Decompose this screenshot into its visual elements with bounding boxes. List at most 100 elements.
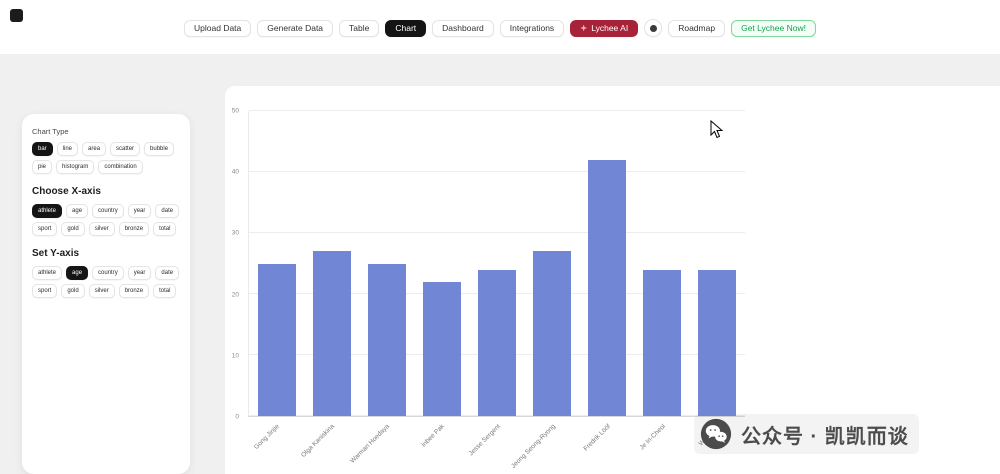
y-field-sport[interactable]: sport: [32, 284, 58, 298]
chart-type-label: Chart Type: [32, 127, 69, 136]
bar-Je In-Cheol[interactable]: [643, 269, 682, 416]
bar-Olga Kaniskina[interactable]: [312, 251, 351, 416]
y-field-date[interactable]: date: [155, 266, 180, 280]
chart-type-options: bar line area scatter bubble pie histogram comb…: [32, 142, 180, 174]
y-axis-heading: Set Y-axis: [32, 248, 80, 259]
chart-type-combination[interactable]: combination: [98, 160, 143, 174]
app-logo: [10, 9, 23, 22]
wechat-icon: [700, 418, 732, 450]
y-field-year[interactable]: year: [127, 266, 152, 280]
generate-data-button[interactable]: Generate Data: [257, 19, 334, 37]
get-lychee-label: Get Lychee Now!: [741, 23, 806, 33]
x-axis-heading: Choose X-axis: [32, 186, 101, 197]
bar-Inbee Pak[interactable]: [422, 281, 461, 416]
x-tick-label: Inbee Pak: [420, 423, 447, 449]
chart-type-scatter[interactable]: scatter: [110, 142, 141, 156]
plot-area: [248, 110, 745, 417]
top-header: Upload Data Generate Data Table Chart Dashbo…: [0, 0, 1000, 54]
x-field-date[interactable]: date: [155, 204, 180, 218]
bar-slot: [580, 111, 635, 416]
watermark: 公众号 · 凯凯而谈: [694, 414, 919, 454]
y-field-athlete[interactable]: athlete: [32, 266, 63, 280]
y-tick-label: 50: [231, 107, 239, 115]
y-field-bronze[interactable]: bronze: [118, 284, 150, 298]
roadmap-button[interactable]: Roadmap: [668, 19, 726, 37]
integrations-button[interactable]: Integrations: [499, 19, 565, 37]
bar-Jeong Seong-Ryong[interactable]: [533, 251, 572, 416]
bar-William U[interactable]: [698, 269, 737, 416]
y-tick-label: 20: [231, 291, 239, 299]
chart-type-pie[interactable]: pie: [32, 160, 53, 174]
gridline: [249, 110, 745, 111]
dot-icon: [649, 24, 657, 32]
x-tick-label: Jesse Sergent: [467, 423, 502, 458]
y-axis-options: athlete age country year date sport gold silver…: [32, 266, 180, 298]
bar-slot: [635, 111, 690, 416]
y-tick-label: 0: [235, 413, 239, 421]
dashboard-label: Dashboard: [442, 23, 484, 33]
y-field-country[interactable]: country: [92, 266, 124, 280]
bar-slot: [304, 111, 359, 416]
gridline: [249, 232, 745, 233]
table-label: Table: [349, 23, 370, 33]
table-button[interactable]: Table: [339, 19, 380, 37]
x-field-gold[interactable]: gold: [61, 222, 85, 236]
bar-Gong Jinjie[interactable]: [257, 263, 296, 416]
y-field-total[interactable]: total: [153, 284, 177, 298]
x-field-year[interactable]: year: [127, 204, 152, 218]
x-tick-label: Olga Kaniskina: [299, 423, 336, 459]
roadmap-label: Roadmap: [678, 23, 716, 33]
x-field-silver[interactable]: silver: [88, 222, 115, 236]
lychee-ai-button[interactable]: Lychee AI: [570, 19, 639, 37]
upload-data-label: Upload Data: [194, 23, 242, 33]
chart-type-bubble[interactable]: bubble: [144, 142, 175, 156]
bar-Fredrik Lööf[interactable]: [588, 159, 627, 416]
y-axis: 0 10 20 30 40 50: [225, 107, 243, 421]
bar-Warman Hoedaya[interactable]: [367, 263, 406, 416]
x-tick-label: Jeong Seong-Ryong: [509, 423, 557, 470]
y-tick-label: 10: [231, 352, 239, 360]
chart-settings-sidebar: Chart Type bar line area scatter bubble pie hi…: [22, 114, 190, 474]
x-tick-label: Warman Hoedaya: [349, 423, 391, 465]
top-nav: Upload Data Generate Data Table Chart Dashbo…: [0, 19, 1000, 37]
upload-data-button[interactable]: Upload Data: [184, 19, 252, 37]
lychee-ai-label: Lychee AI: [591, 23, 629, 33]
bar-slot: [690, 111, 745, 416]
round-icon-button[interactable]: [644, 19, 663, 37]
y-field-gold[interactable]: gold: [61, 284, 85, 298]
chart-type-bar[interactable]: bar: [32, 142, 53, 156]
get-lychee-button[interactable]: Get Lychee Now!: [731, 19, 816, 37]
x-field-sport[interactable]: sport: [32, 222, 58, 236]
sparkle-icon: [580, 24, 588, 32]
chart-type-line[interactable]: line: [56, 142, 79, 156]
bar-slot: [469, 111, 524, 416]
x-field-age[interactable]: age: [66, 204, 89, 218]
watermark-text: 公众号 · 凯凯而谈: [741, 425, 909, 448]
y-field-silver[interactable]: silver: [88, 284, 115, 298]
x-field-bronze[interactable]: bronze: [118, 222, 150, 236]
y-field-age[interactable]: age: [66, 266, 89, 280]
bar-slot: [414, 111, 469, 416]
chart-type-histogram[interactable]: histogram: [56, 160, 95, 174]
x-field-country[interactable]: country: [92, 204, 124, 218]
generate-data-label: Generate Data: [267, 23, 324, 33]
bar-series: [249, 111, 745, 416]
mouse-cursor: [710, 120, 724, 139]
x-field-athlete[interactable]: athlete: [32, 204, 63, 218]
bar-slot: [359, 111, 414, 416]
y-tick-label: 30: [231, 229, 239, 237]
bar-slot: [525, 111, 580, 416]
chart-label: Chart: [395, 23, 417, 33]
y-tick-label: 40: [231, 168, 239, 176]
x-tick-label: Gong Jinjie: [252, 423, 281, 451]
bar-slot: [249, 111, 304, 416]
chart-button[interactable]: Chart: [385, 19, 427, 37]
x-field-total[interactable]: total: [153, 222, 177, 236]
chart-type-area[interactable]: area: [82, 142, 107, 156]
x-axis-options: athlete age country year date sport gold silver…: [32, 204, 180, 236]
gridline: [249, 171, 745, 172]
integrations-label: Integrations: [509, 23, 555, 33]
bar-Jesse Sergent[interactable]: [477, 269, 516, 416]
x-tick-label: Je In-Cheol: [638, 423, 668, 452]
dashboard-button[interactable]: Dashboard: [432, 19, 494, 37]
